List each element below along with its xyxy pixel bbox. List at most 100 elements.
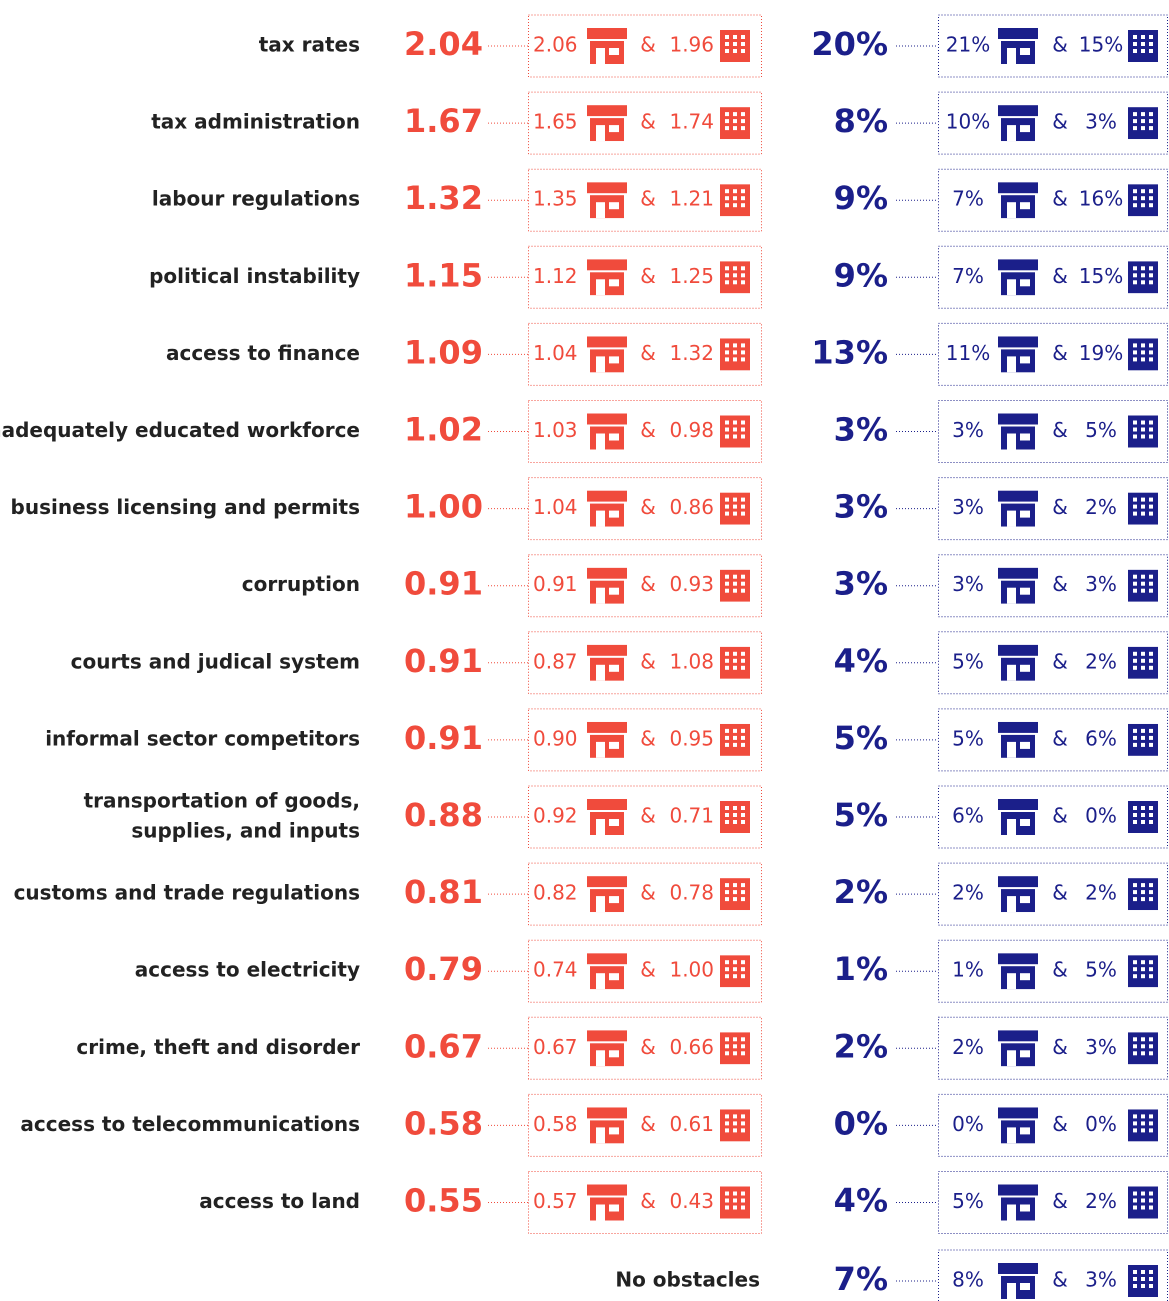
separator: &: [1052, 726, 1068, 750]
separator: &: [640, 958, 656, 982]
no-obstacles-label: No obstacles: [615, 1268, 760, 1292]
separator: &: [1052, 649, 1068, 673]
score-box: [528, 91, 762, 155]
percent-large: 6%: [1085, 726, 1117, 750]
percent: 4%: [834, 1182, 888, 1220]
score-box: [528, 862, 762, 926]
score-small: 0.74: [533, 958, 578, 982]
building-icon: [720, 955, 750, 988]
building-icon: [1128, 184, 1158, 217]
score-box: [528, 785, 762, 849]
building-icon: [1128, 261, 1158, 294]
obstacle-label: labour regulations: [152, 187, 360, 211]
building-icon: [1128, 1109, 1158, 1142]
percent-small: 5%: [952, 1189, 984, 1213]
score-box: [528, 245, 762, 309]
score-small: 1.04: [533, 495, 578, 519]
obstacle-label: informal sector competitors: [45, 726, 360, 750]
score-box: [528, 1093, 762, 1157]
score-small: 0.87: [533, 649, 578, 673]
separator: &: [640, 1189, 656, 1213]
score-box: [528, 708, 762, 772]
percent: 3%: [834, 488, 888, 526]
building-icon: [1128, 723, 1158, 756]
shop-icon: [998, 1030, 1038, 1067]
building-icon: [720, 30, 750, 62]
percent-small: 6%: [952, 804, 984, 828]
separator: &: [1052, 1035, 1068, 1059]
percent: 20%: [811, 25, 888, 63]
percent-small: 7%: [952, 264, 984, 288]
percent-box: [938, 245, 1168, 309]
obstacle-label: tax administration: [151, 110, 360, 134]
shop-icon: [587, 1030, 627, 1067]
building-icon: [1128, 878, 1158, 911]
score-large: 1.21: [669, 187, 714, 211]
obstacle-label: tax rates: [259, 33, 360, 57]
percent: 3%: [834, 411, 888, 449]
percent-box: [938, 631, 1168, 695]
percent-box: [938, 939, 1168, 1003]
score-box: [528, 554, 762, 618]
shop-icon: [998, 105, 1038, 142]
separator: &: [1052, 572, 1068, 596]
building-icon: [1128, 415, 1158, 448]
separator: &: [640, 881, 656, 905]
separator: &: [640, 804, 656, 828]
percent-large: 3%: [1085, 1268, 1117, 1292]
score-large: 0.86: [669, 495, 714, 519]
percent-box: [938, 1171, 1168, 1234]
percent-large: 15%: [1079, 264, 1123, 288]
percent-small: 3%: [952, 572, 984, 596]
percent-small: 0%: [952, 1112, 984, 1136]
shop-icon: [998, 490, 1038, 527]
score-small: 0.92: [533, 804, 578, 828]
building-icon: [1128, 492, 1158, 525]
building-icon: [720, 184, 750, 217]
percent-large: 2%: [1085, 495, 1117, 519]
score: 1.67: [404, 102, 483, 140]
score: 1.09: [404, 333, 483, 371]
separator: &: [1052, 264, 1068, 288]
score-large: 1.32: [669, 341, 714, 365]
shop-icon: [587, 490, 627, 527]
shop-icon: [998, 182, 1038, 219]
shop-icon: [998, 953, 1038, 990]
separator: &: [1052, 1268, 1068, 1292]
separator: &: [640, 649, 656, 673]
score: 1.00: [404, 488, 483, 526]
percent-small: 3%: [952, 418, 984, 442]
percent-small: 2%: [952, 881, 984, 905]
percent-box: [938, 91, 1168, 155]
obstacle-label: transportation of goods,: [84, 789, 360, 813]
shop-icon: [587, 259, 627, 296]
percent-small: 8%: [952, 1268, 984, 1292]
shop-icon: [998, 721, 1038, 758]
building-icon: [720, 338, 750, 371]
shop-icon: [587, 876, 627, 913]
percent-small: 5%: [952, 649, 984, 673]
shop-icon: [587, 721, 627, 758]
obstacle-label: access to electricity: [135, 958, 360, 982]
score-box: [528, 1016, 762, 1080]
separator: &: [640, 33, 656, 57]
obstacle-label: crime, theft and disorder: [76, 1035, 360, 1059]
percent-box: [938, 14, 1168, 78]
percent-small: 2%: [952, 1035, 984, 1059]
building-icon: [720, 1186, 750, 1219]
shop-icon: [587, 644, 627, 681]
building-icon: [720, 1109, 750, 1142]
percent-box: [938, 1016, 1168, 1080]
percent-small: 21%: [946, 33, 990, 57]
percent-small: 1%: [952, 958, 984, 982]
shop-icon: [998, 567, 1038, 604]
separator: &: [640, 1112, 656, 1136]
separator: &: [640, 572, 656, 596]
obstacle-label: business licensing and permits: [11, 495, 360, 519]
score: 2.04: [404, 25, 483, 63]
percent: 4%: [834, 642, 888, 680]
score-box: [528, 400, 762, 463]
percent: 7%: [834, 1260, 888, 1298]
score: 0.55: [404, 1182, 483, 1220]
building-icon: [720, 723, 750, 756]
